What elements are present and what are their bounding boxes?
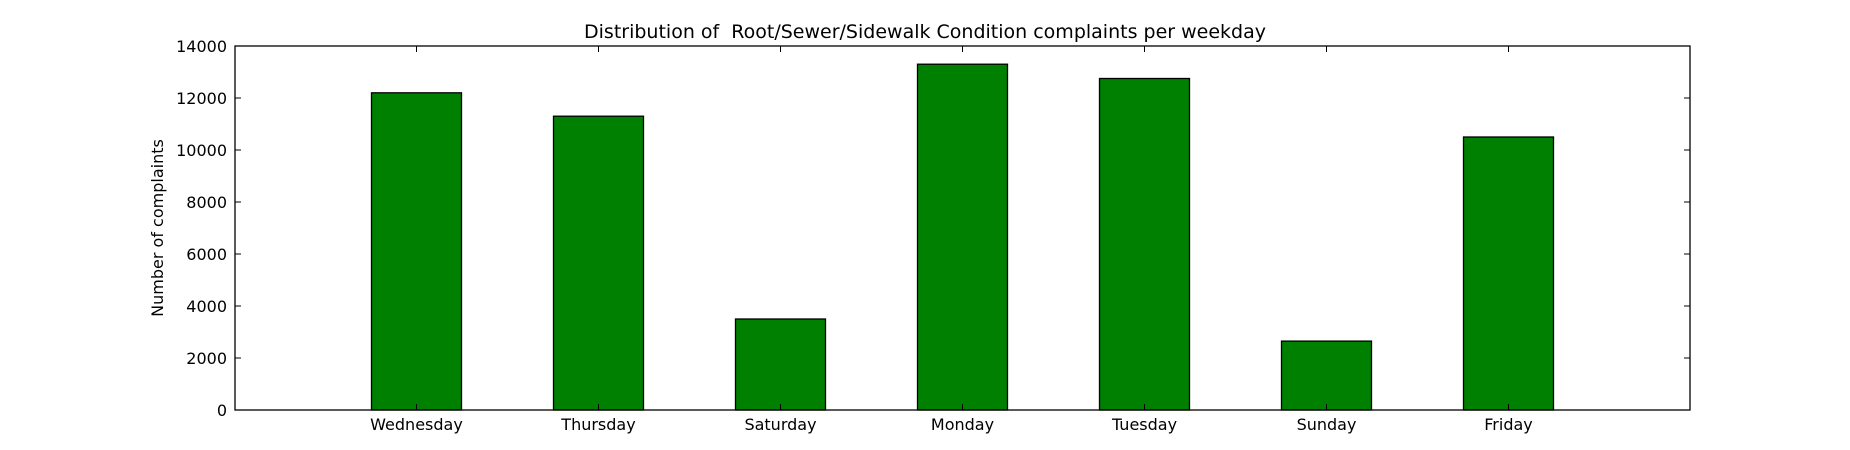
y-tick-label: 14000	[176, 37, 227, 56]
y-axis-title: Number of complaints	[148, 139, 167, 317]
x-tick-label: Friday	[1484, 415, 1533, 434]
bar-wednesday	[370, 92, 463, 411]
x-tick-label: Tuesday	[1111, 415, 1177, 434]
bar-monday	[916, 63, 1009, 411]
bar-sunday	[1280, 340, 1373, 411]
y-tick-label: 6000	[186, 245, 227, 264]
x-tick-label: Sunday	[1297, 415, 1357, 434]
x-tick-label: Monday	[931, 415, 994, 434]
bar-thursday	[552, 115, 645, 411]
chart-title: Distribution of Root/Sewer/Sidewalk Cond…	[584, 21, 1266, 43]
y-tick-label: 10000	[176, 141, 227, 160]
bar-saturday	[734, 318, 827, 411]
plot-area: 0 2000 4000 6000 8000 10000 12000 14000 Wednesda…	[176, 37, 1691, 434]
bar-friday	[1462, 136, 1555, 411]
y-tick-label: 0	[217, 401, 227, 420]
y-tick-label: 2000	[186, 349, 227, 368]
y-tick-label: 12000	[176, 89, 227, 108]
y-tick-label: 8000	[186, 193, 227, 212]
x-tick-label: Saturday	[744, 415, 816, 434]
x-tick-label: Wednesday	[370, 415, 463, 434]
bar-tuesday	[1098, 77, 1191, 411]
x-tick-label: Thursday	[560, 415, 635, 434]
y-tick-label: 4000	[186, 297, 227, 316]
